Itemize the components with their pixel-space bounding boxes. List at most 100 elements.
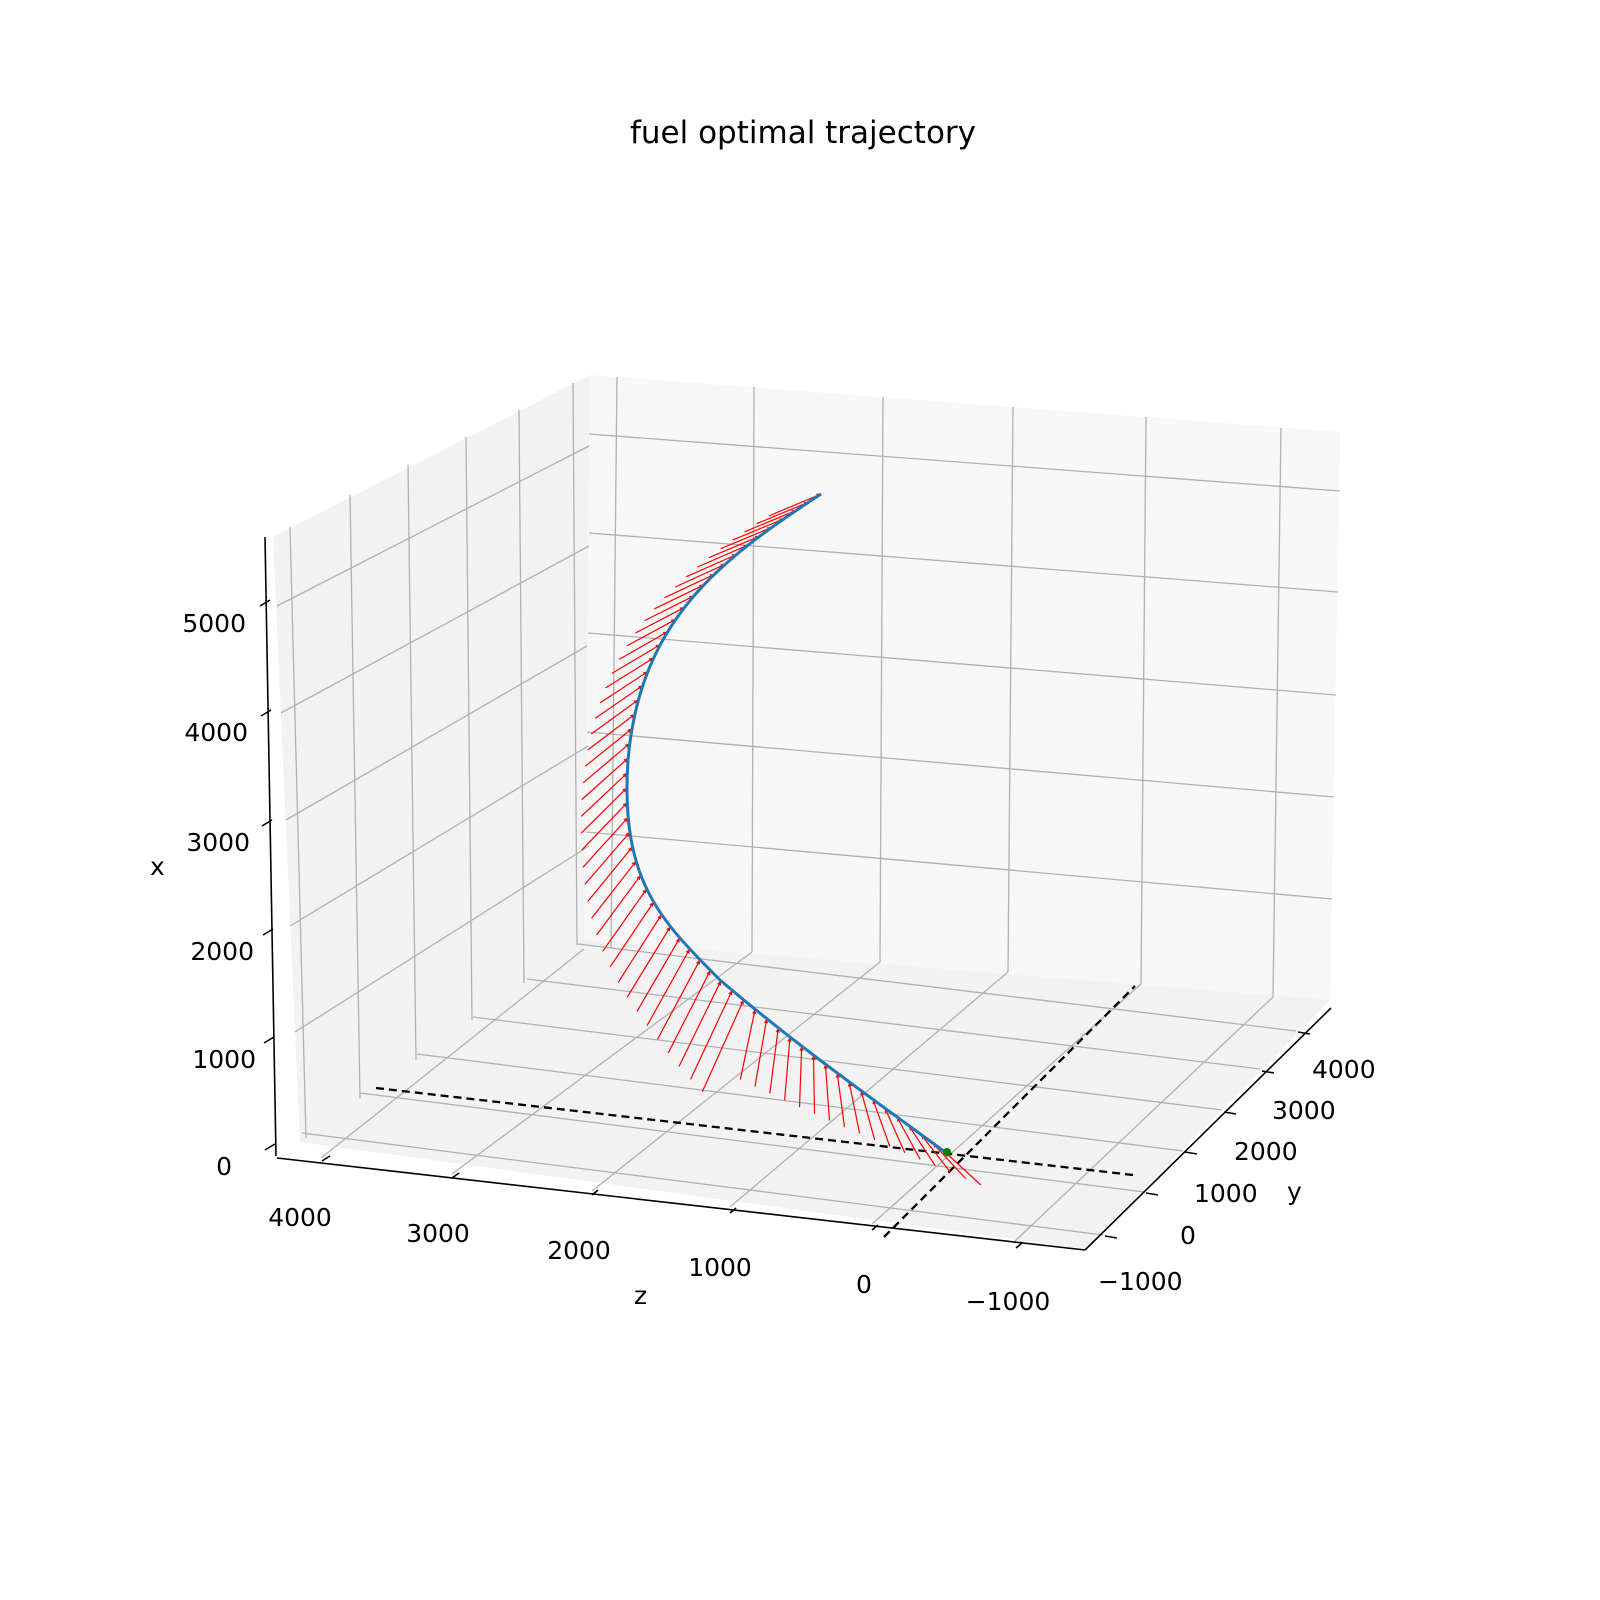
thrust-arrow xyxy=(824,1064,831,1121)
y-tick-label: 3000 xyxy=(1272,1096,1336,1125)
thrust-arrow xyxy=(744,509,797,533)
z-tick-label: 0 xyxy=(856,1270,872,1299)
thrust-arrow xyxy=(609,901,655,968)
pane-right xyxy=(584,375,1340,1000)
thrust-arrow xyxy=(932,1142,967,1180)
grid-lines xyxy=(276,376,1341,1242)
thrust-arrow xyxy=(582,742,631,784)
x-tick-label: 3000 xyxy=(186,828,250,857)
landing-point-marker xyxy=(943,1148,951,1156)
thrust-arrow xyxy=(618,631,668,660)
thrust-arrow xyxy=(848,1081,861,1134)
thrust-arrow xyxy=(768,493,822,517)
thrust-arrow-head xyxy=(706,970,711,976)
thrust-arrow xyxy=(596,874,642,936)
thrust-arrow-head xyxy=(695,959,700,965)
thrust-arrow xyxy=(860,1090,876,1141)
thrust-arrow xyxy=(644,595,695,622)
thrust-arrow xyxy=(617,914,663,983)
pane-floor xyxy=(300,940,1330,1249)
thrust-arrow xyxy=(739,1009,756,1080)
thrust-arrow xyxy=(582,816,629,868)
thrust-arrows xyxy=(580,493,982,1186)
thrust-arrow-head xyxy=(675,937,680,943)
thrust-arrow-head xyxy=(636,875,641,881)
thrust-arrow xyxy=(884,1108,906,1154)
x-tick-label: 5000 xyxy=(182,609,246,638)
thrust-arrow-head xyxy=(642,888,647,894)
thrust-arrow-head xyxy=(775,1027,780,1033)
reference-line-y xyxy=(883,985,1136,1238)
thrust-arrow xyxy=(920,1134,951,1173)
thrust-arrow xyxy=(587,713,636,751)
thrust-arrow xyxy=(872,1099,891,1147)
thrust-arrow xyxy=(584,728,633,767)
trajectory-line xyxy=(625,492,946,1154)
thrust-arrow xyxy=(590,699,639,735)
z-axis-line xyxy=(276,1157,1086,1251)
thrust-arrow xyxy=(754,1018,768,1087)
x-axis-label: x xyxy=(150,852,165,881)
thrust-arrow xyxy=(784,1036,791,1101)
thrust-arrow xyxy=(581,757,629,800)
z-tick-label: 3000 xyxy=(406,1219,470,1248)
thrust-arrow xyxy=(594,685,644,719)
thrust-arrow xyxy=(685,553,737,578)
y-axis-line xyxy=(1084,1007,1332,1251)
thrust-arrow-head xyxy=(649,902,654,907)
thrust-arrow xyxy=(798,1046,803,1108)
y-tick-label: −1000 xyxy=(1098,1267,1183,1296)
thrust-arrow xyxy=(836,1072,846,1128)
thrust-arrow xyxy=(635,606,685,634)
x-tick-label: 0 xyxy=(216,1152,232,1181)
thrust-arrow-head xyxy=(717,980,721,986)
thrust-arrow xyxy=(944,1151,982,1186)
thrust-arrow xyxy=(896,1116,921,1160)
thrust-arrow xyxy=(591,860,637,919)
thrust-arrow xyxy=(732,518,785,541)
y-tick-label: 0 xyxy=(1180,1221,1196,1250)
thrust-arrow xyxy=(587,846,633,902)
thrust-arrow xyxy=(626,926,671,998)
thrust-arrow xyxy=(664,573,715,599)
chart-title: fuel optimal trajectory xyxy=(630,115,976,151)
thrust-arrow xyxy=(720,526,773,550)
thrust-arrow-head xyxy=(728,990,733,996)
thrust-arrow xyxy=(626,618,677,647)
x-tick-label: 1000 xyxy=(192,1045,256,1074)
tick-marks xyxy=(259,599,1311,1249)
thrust-arrow-head xyxy=(685,949,690,954)
thrust-arrow-head xyxy=(657,914,662,920)
thrust-arrow xyxy=(584,831,631,885)
thrust-arrow-head xyxy=(787,1037,792,1042)
y-tick-label: 2000 xyxy=(1234,1137,1298,1166)
z-tick-label: 2000 xyxy=(547,1236,611,1265)
x-tick-label: 2000 xyxy=(190,937,254,966)
thrust-arrow xyxy=(636,937,681,1012)
thrust-arrow xyxy=(654,584,705,610)
y-tick-label: 4000 xyxy=(1312,1055,1376,1084)
thrust-arrow xyxy=(678,980,722,1067)
x-tick-label: 4000 xyxy=(184,718,248,747)
x-axis-line xyxy=(264,536,277,1157)
thrust-arrow xyxy=(812,1055,816,1114)
thrust-arrow xyxy=(697,544,749,568)
thrust-arrow xyxy=(580,787,628,834)
thrust-arrow xyxy=(599,670,649,704)
thrust-arrow xyxy=(690,990,733,1080)
z-tick-label: −1000 xyxy=(966,1287,1051,1316)
y-axis-label: y xyxy=(1287,1177,1302,1206)
thrust-arrow xyxy=(769,1027,779,1094)
thrust-arrow-head xyxy=(666,926,671,932)
thrust-arrow-head xyxy=(811,1055,816,1060)
thrust-arrow-head xyxy=(835,1073,840,1078)
thrust-arrow-head xyxy=(799,1046,804,1051)
thrust-arrow xyxy=(580,772,628,817)
thrust-arrow xyxy=(611,644,661,674)
thrust-arrow xyxy=(674,563,726,588)
z-axis-label: z xyxy=(634,1281,647,1310)
thrust-arrow xyxy=(908,1125,936,1167)
thrust-arrow xyxy=(656,959,701,1040)
